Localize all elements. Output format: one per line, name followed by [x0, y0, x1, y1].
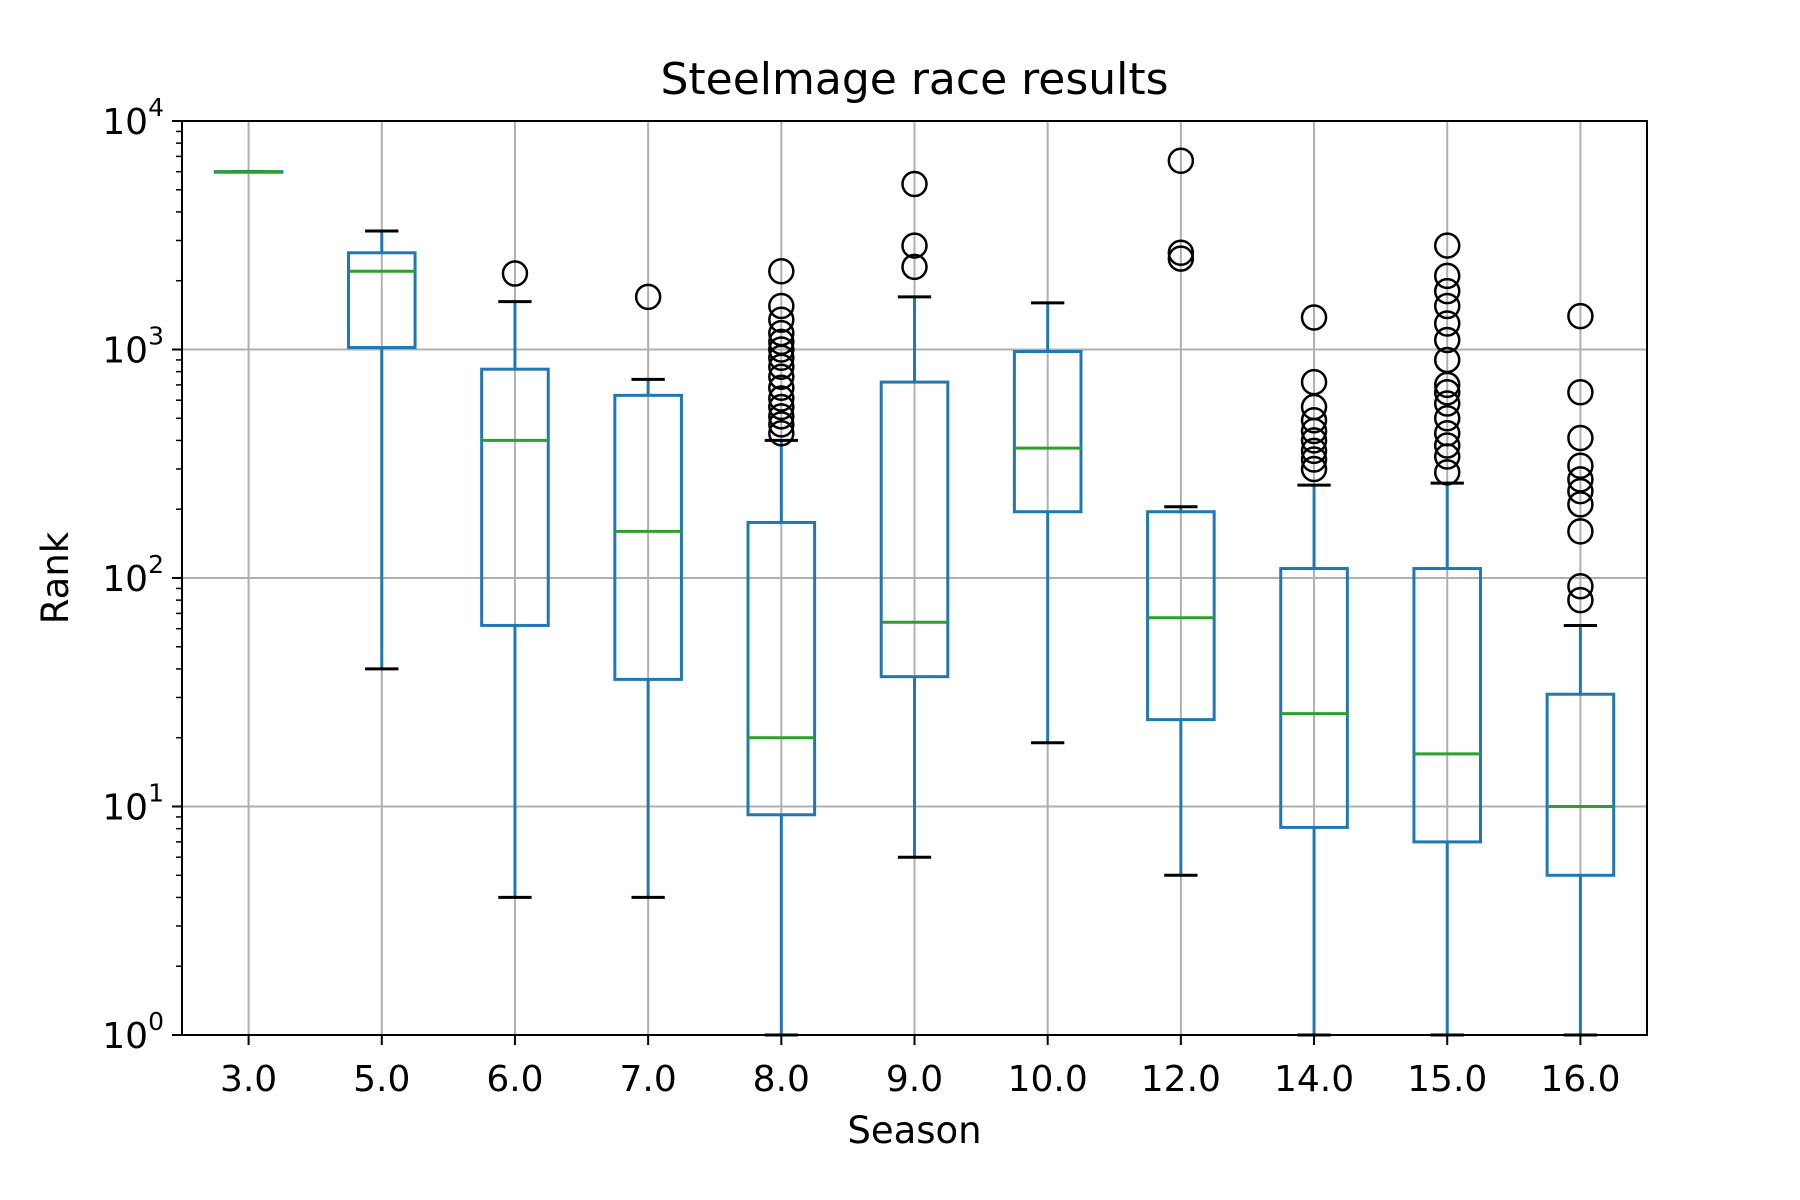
flier-point [634, 283, 662, 311]
box-group-9.0 [879, 170, 950, 859]
flier-point [1433, 262, 1461, 290]
y-axis-label: Rank [34, 531, 77, 624]
flier-point [1433, 432, 1461, 459]
flier-point [1433, 405, 1461, 432]
flier-point [1433, 326, 1461, 354]
iqr-box [1146, 510, 1216, 722]
x-tick-label: 8.0 [753, 1059, 810, 1100]
flier-point [768, 393, 795, 421]
flier-point [1433, 346, 1461, 374]
flier-point [1567, 302, 1594, 330]
flier-point [1167, 245, 1195, 272]
x-tick-label: 5.0 [353, 1059, 410, 1100]
x-tick-label: 12.0 [1141, 1059, 1221, 1100]
flier-point [1433, 292, 1461, 320]
iqr-box [1012, 350, 1083, 514]
flier-point [1300, 304, 1328, 331]
x-tick-label: 6.0 [486, 1059, 543, 1100]
x-tick-label: 7.0 [620, 1059, 677, 1100]
flier-point [1433, 310, 1461, 337]
flier-point [768, 328, 795, 356]
flier-point [1433, 390, 1461, 417]
flier-point [768, 363, 795, 390]
flier-point [1300, 407, 1328, 434]
x-tick-label: 16.0 [1540, 1059, 1620, 1100]
flier-point [1433, 232, 1461, 259]
iqr-box [1279, 567, 1349, 829]
iqr-box [1412, 567, 1483, 844]
flier-point [768, 258, 795, 285]
flier-point [901, 170, 928, 198]
flier-point [768, 292, 795, 320]
flier-point [1300, 437, 1328, 465]
box-group-12.0 [1146, 147, 1216, 877]
y-tick-label: 101 [102, 779, 164, 829]
x-tick-label: 10.0 [1008, 1059, 1088, 1100]
boxes [213, 147, 1616, 1037]
y-tick-label: 104 [102, 93, 164, 143]
iqr-box [879, 380, 950, 679]
x-tick-label: 9.0 [886, 1059, 943, 1100]
flier-point [1567, 378, 1594, 406]
flier-point [1433, 420, 1461, 447]
box-group-7.0 [613, 283, 683, 899]
flier-point [1300, 455, 1328, 483]
x-axis-label: Season [847, 1109, 981, 1152]
flier-point [901, 232, 928, 259]
flier-point [1567, 466, 1594, 493]
flier-point [1567, 424, 1594, 452]
flier-point [1433, 459, 1461, 486]
box-group-5.0 [346, 229, 417, 671]
flier-point [768, 374, 795, 402]
flier-point [768, 420, 795, 447]
iqr-box [1545, 692, 1616, 877]
flier-point [768, 403, 795, 430]
flier-point [1433, 378, 1461, 406]
box-group-3.0 [213, 170, 284, 174]
y-tick-label: 102 [102, 550, 164, 600]
flier-point [1167, 147, 1195, 174]
flier-point [768, 306, 795, 333]
x-tick-label: 15.0 [1407, 1059, 1487, 1100]
iqr-box [613, 393, 683, 681]
y-tick-label: 100 [102, 1007, 164, 1057]
iqr-box [346, 251, 417, 350]
flier-point [501, 260, 529, 287]
flier-point [1167, 239, 1195, 267]
flier-point [768, 319, 795, 347]
box-group-10.0 [1012, 301, 1083, 745]
flier-point [768, 411, 795, 438]
box-group-6.0 [480, 260, 550, 899]
flier-point [1567, 518, 1594, 545]
box-group-15.0 [1412, 232, 1483, 1037]
flier-point [768, 336, 795, 363]
flier-point [901, 253, 928, 281]
flier-point [1300, 427, 1328, 454]
box-group-14.0 [1279, 304, 1349, 1037]
iqr-box [746, 520, 817, 817]
flier-point [1300, 446, 1328, 473]
chart-title: Steelmage race results [660, 54, 1168, 105]
x-tick-label: 3.0 [220, 1059, 277, 1100]
x-tick-label: 14.0 [1274, 1059, 1354, 1100]
flier-point [768, 385, 795, 412]
flier-point [1567, 586, 1594, 614]
iqr-box [480, 367, 550, 627]
flier-point [1567, 573, 1594, 600]
axis-ticks: 3.0 5.0 6.0 7.0 8.0 9.0 10.0 12.0 14.0 15.0 16.0 10… [102, 93, 1620, 1100]
flier-point [1433, 277, 1461, 305]
flier-point [1567, 452, 1594, 479]
flier-point [1567, 477, 1594, 505]
y-tick-label: 103 [102, 322, 164, 372]
flier-point [1300, 368, 1328, 396]
